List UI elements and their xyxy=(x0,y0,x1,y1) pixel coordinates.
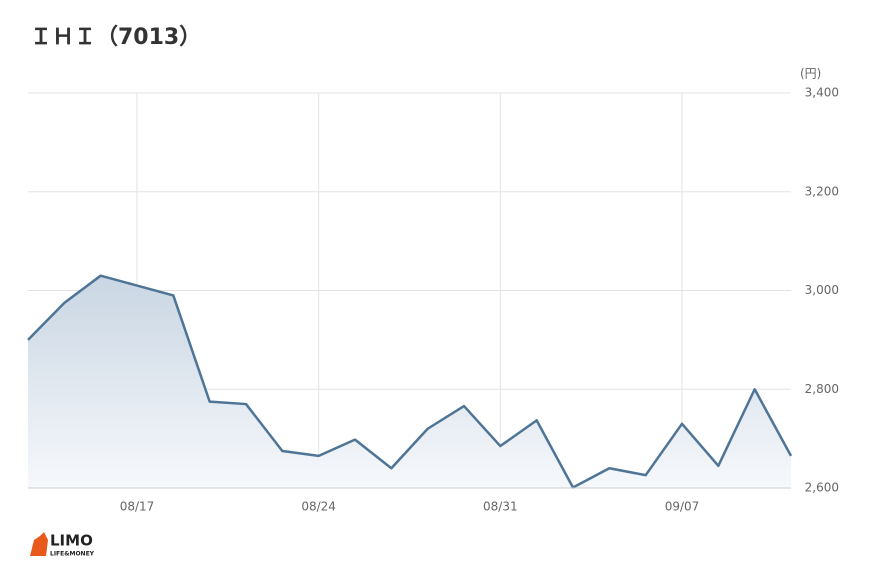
x-tick-label: 08/17 xyxy=(120,500,155,514)
logo: LIMO LIFE&MONEY xyxy=(30,532,95,558)
logo-tagline: LIFE&MONEY xyxy=(50,551,95,558)
x-tick-label: 09/07 xyxy=(665,500,700,514)
logo-name: LIMO xyxy=(50,532,93,550)
chart-title: ＩＨＩ（7013） xyxy=(30,25,201,50)
y-tick-label: 2,600 xyxy=(805,481,839,495)
y-tick-label: 3,400 xyxy=(805,86,839,100)
unit-label: (円) xyxy=(800,67,821,81)
x-tick-label: 08/31 xyxy=(483,500,518,514)
area xyxy=(28,275,791,488)
y-tick-label: 3,000 xyxy=(805,283,839,297)
y-tick-label: 3,200 xyxy=(805,184,839,198)
x-tick-label: 08/24 xyxy=(301,500,336,514)
logo-icon xyxy=(30,532,48,556)
line xyxy=(27,274,793,489)
y-tick-label: 2,800 xyxy=(805,382,839,396)
